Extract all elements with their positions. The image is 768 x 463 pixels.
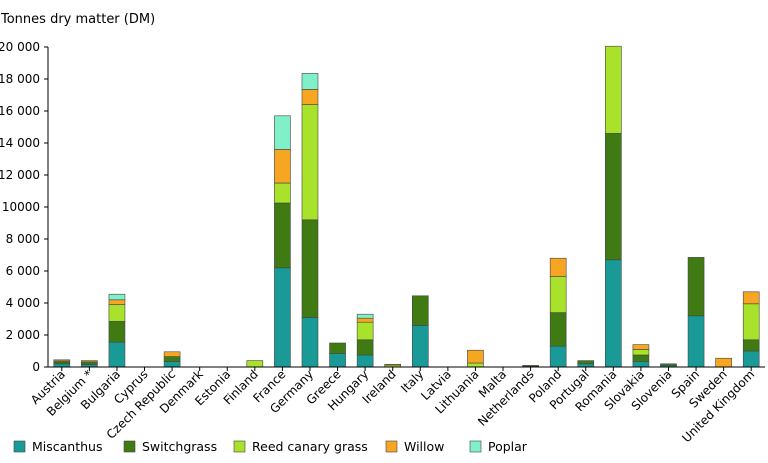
bar-segment	[356, 321, 374, 341]
bar-segment	[549, 276, 567, 313]
bar-segment	[108, 293, 126, 301]
bar-segment	[467, 362, 484, 368]
bar-segment	[301, 104, 319, 221]
bar-segment	[108, 299, 126, 305]
bar-segment	[715, 357, 732, 368]
bar-segment	[163, 356, 181, 362]
y-tick-label: 2 000	[6, 328, 40, 342]
bar-segment	[660, 363, 677, 366]
bar-segment	[549, 312, 567, 347]
bar-segment	[632, 344, 650, 350]
y-tick-label: 6 000	[6, 264, 40, 278]
y-tick-label: 4 000	[6, 296, 40, 310]
bar-segment	[108, 321, 126, 343]
bar-segment	[329, 353, 346, 368]
bar-segment	[522, 365, 539, 367]
bar-segment	[605, 259, 622, 368]
bar-segment	[163, 351, 181, 357]
legend-swatch	[123, 440, 136, 453]
bar-segment	[687, 315, 705, 368]
bar-segment	[356, 339, 374, 356]
bar-segment	[411, 295, 429, 326]
bar-segment	[356, 354, 374, 368]
bar-segment	[274, 115, 291, 150]
bar-segment	[411, 325, 429, 368]
bar-segment	[632, 361, 650, 368]
y-axis-label: Tonnes dry matter (DM)	[0, 12, 155, 27]
bar-segment	[163, 361, 181, 368]
bar-segment	[742, 303, 760, 341]
legend: Miscanthus Switchgrass Reed canary grass Wi…	[13, 439, 528, 454]
bar-segment	[577, 360, 595, 365]
bar-segment	[632, 349, 650, 356]
bar-segment	[81, 360, 98, 363]
bar-segment	[301, 89, 319, 105]
bar-segment	[274, 182, 291, 204]
legend-label: Miscanthus	[32, 439, 102, 454]
bar-segment	[356, 317, 374, 323]
y-axis: 0 2 000 4 000 6 000 8 000 10000 12 000 14 000 16…	[0, 40, 49, 374]
bar-segment	[274, 202, 291, 269]
bar-segment	[301, 73, 319, 90]
bar-segment	[687, 257, 705, 317]
y-tick-label: 10000	[2, 200, 40, 214]
bar-segment	[742, 350, 760, 368]
bar-segment	[632, 354, 650, 362]
y-tick-label: 12 000	[0, 168, 40, 182]
bar-segment	[108, 304, 126, 322]
legend-swatch	[385, 440, 398, 453]
bars	[53, 45, 760, 368]
bar-segment	[329, 342, 346, 354]
legend-swatch	[469, 440, 482, 453]
bar-segment	[246, 360, 264, 368]
bar-segment	[301, 219, 319, 318]
y-tick-label: 18 000	[0, 72, 40, 86]
bar-segment	[274, 267, 291, 368]
legend-swatch	[233, 440, 246, 453]
bar-segment	[274, 149, 291, 184]
bar-segment	[301, 317, 319, 368]
bar-segment	[53, 359, 71, 362]
bar-segment	[742, 291, 760, 305]
bar-segment	[467, 349, 484, 364]
bar-segment	[605, 45, 622, 134]
legend-swatch	[13, 440, 26, 453]
y-tick-label: 8 000	[6, 232, 40, 246]
bar-segment	[549, 257, 567, 277]
bar-segment	[742, 339, 760, 352]
bar-segment	[549, 345, 567, 368]
bar-segment	[384, 363, 402, 366]
y-tick-label: 20 000	[0, 40, 40, 54]
bar-segment	[356, 313, 374, 319]
bar-segment	[605, 133, 622, 261]
y-tick-label: 0	[32, 360, 40, 374]
legend-label: Reed canary grass	[252, 439, 368, 454]
legend-label: Switchgrass	[142, 439, 217, 454]
y-tick-label: 14 000	[0, 136, 40, 150]
legend-label: Poplar	[488, 439, 528, 454]
y-tick-label: 16 000	[0, 104, 40, 118]
bar-segment	[108, 341, 126, 368]
legend-label: Willow	[404, 439, 444, 454]
